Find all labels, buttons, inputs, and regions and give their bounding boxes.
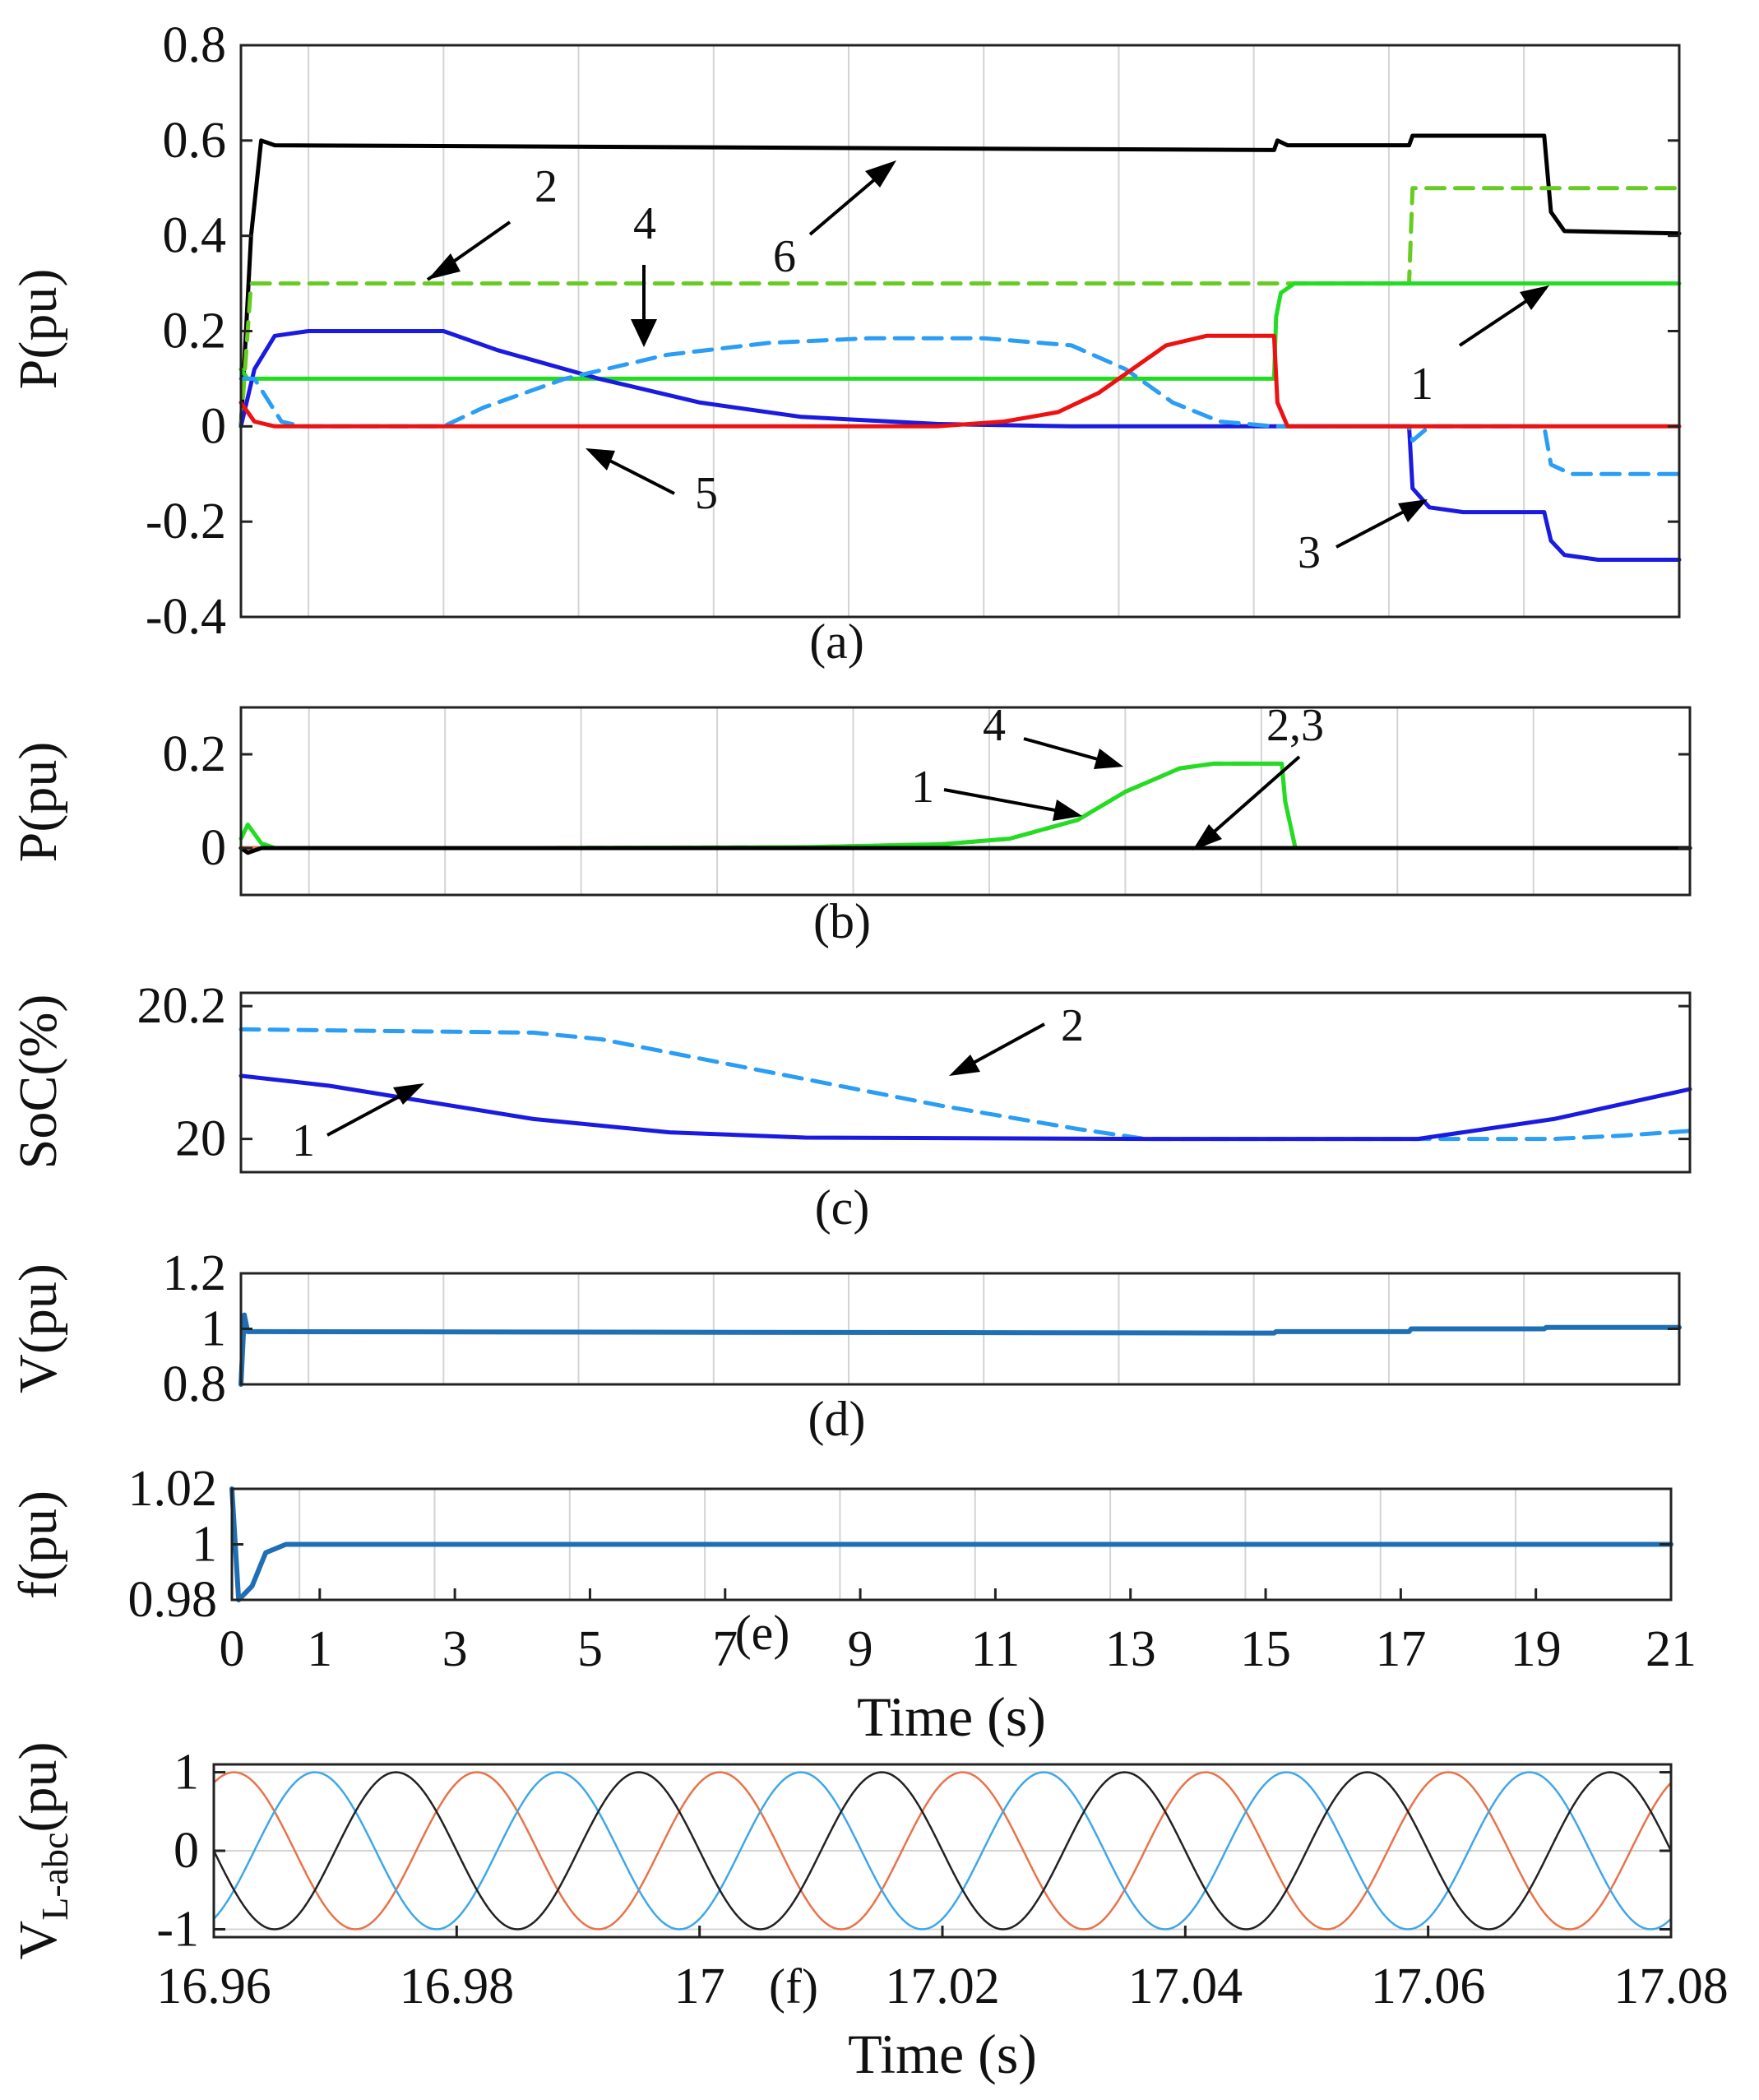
xtick-label-e-0: 0 xyxy=(220,1621,245,1677)
series-e-f xyxy=(229,1486,1673,1602)
ytick-label-f-1: 0 xyxy=(174,1823,199,1879)
annotations-a xyxy=(426,160,1549,549)
caption-c: (c) xyxy=(815,1180,870,1235)
ylabel-d: V(pu) xyxy=(8,1263,68,1393)
ytick-label-b-1: 0.2 xyxy=(163,726,227,782)
ytick-label-d-2: 1.2 xyxy=(163,1245,227,1301)
ylabel-e: f(pu) xyxy=(8,1490,68,1599)
xtick-label-e-1: 1 xyxy=(307,1621,332,1677)
ytick-label-c-1: 20.2 xyxy=(137,978,227,1034)
caption-f: (f) xyxy=(769,1959,818,2014)
ytick-label-a-6: 0.8 xyxy=(163,17,227,73)
ytick-label-d-0: 0.8 xyxy=(163,1356,227,1412)
series-a-6 xyxy=(238,133,1682,429)
axes-frame-c xyxy=(239,991,1692,1174)
series-a-4 xyxy=(238,336,1682,476)
grid-layer xyxy=(214,45,1671,1931)
ytick-label-a-0: -0.4 xyxy=(146,589,226,645)
xtick-label-e-9: 17 xyxy=(1375,1621,1426,1677)
series-a-5 xyxy=(238,333,1682,429)
ylabel-f: VL-abc(pu) xyxy=(8,1742,76,1960)
ytick-label-c-0: 20 xyxy=(175,1111,226,1167)
ylabel-subscript-f: L-abc xyxy=(34,1833,76,1921)
series-f-Vb xyxy=(212,1771,1673,1931)
caption-b: (b) xyxy=(813,894,871,948)
series-a-3 xyxy=(238,329,1682,562)
series-layer xyxy=(212,133,1692,1931)
ytick-label-b-0: 0 xyxy=(201,820,226,876)
xlabel-e: Time (s) xyxy=(857,1685,1046,1748)
caption-e: (e) xyxy=(735,1606,790,1660)
caption-d: (d) xyxy=(808,1392,866,1446)
xtick-label-f-4: 17.04 xyxy=(1128,1959,1243,2014)
caption-a: (a) xyxy=(809,614,864,669)
ytick-label-a-1: -0.2 xyxy=(146,494,226,549)
ytick-label-a-5: 0.6 xyxy=(163,113,227,169)
series-c-1 xyxy=(238,1073,1692,1142)
annotation-3: 3 xyxy=(1298,527,1321,578)
xtick-label-e-6: 11 xyxy=(971,1621,1021,1677)
annotation-2: 2 xyxy=(535,161,558,212)
ytick-label-a-2: 0 xyxy=(201,398,226,454)
series-c-2 xyxy=(238,1027,1692,1142)
xtick-label-e-2: 3 xyxy=(442,1621,468,1677)
ylabel-c: SoC(%) xyxy=(8,994,68,1170)
annotation-2: 2 xyxy=(1061,1000,1084,1051)
ylabel-unit-f: (pu) xyxy=(8,1742,68,1833)
annotation-labels-b: 4 1 2,3 xyxy=(911,700,1324,813)
axes-frame-b xyxy=(239,706,1692,897)
xtick-label-f-2: 17 xyxy=(674,1959,725,2014)
ylabel-b: P(pu) xyxy=(8,742,68,863)
xtick-label-e-5: 9 xyxy=(848,1621,873,1677)
xtick-label-e-7: 13 xyxy=(1105,1621,1156,1677)
xtick-label-f-0: 16.96 xyxy=(156,1959,271,2014)
xtick-label-e-3: 5 xyxy=(577,1621,603,1677)
xtick-label-f-6: 17.08 xyxy=(1613,1959,1729,2014)
xlabel-f: Time (s) xyxy=(848,2023,1037,2085)
annotation-4: 4 xyxy=(633,198,656,249)
xtick-label-e-8: 15 xyxy=(1240,1621,1291,1677)
ytick-label-f-2: 1 xyxy=(174,1745,199,1801)
ytick-label-e-1: 1 xyxy=(192,1517,217,1573)
ytick-label-e-0: 0.98 xyxy=(128,1572,218,1628)
annotation-labels-c: 2 1 xyxy=(292,1000,1084,1166)
series-d-V xyxy=(238,1312,1682,1387)
series-f-Va xyxy=(212,1771,1673,1931)
annotation-5: 5 xyxy=(695,468,718,519)
axes-frame-a xyxy=(239,44,1681,619)
ytick-label-d-1: 1 xyxy=(201,1301,226,1357)
series-b-orange xyxy=(238,761,1692,851)
series-b-2-3 xyxy=(238,846,1692,855)
annotation-1: 1 xyxy=(1410,359,1433,410)
series-f-Vc xyxy=(212,1771,1673,1931)
xtick-label-f-3: 17.02 xyxy=(885,1959,1000,2014)
ytick-label-a-4: 0.4 xyxy=(163,208,227,264)
xtick-label-e-10: 19 xyxy=(1511,1621,1562,1677)
ytick-label-f-0: -1 xyxy=(156,1901,199,1957)
xtick-label-f-5: 17.06 xyxy=(1371,1959,1486,2014)
xtick-label-f-1: 16.98 xyxy=(400,1959,515,2014)
ytick-label-e-2: 1.02 xyxy=(128,1461,218,1517)
xtick-label-e-4: 7 xyxy=(712,1621,738,1677)
annotations-c xyxy=(326,1022,1045,1137)
annotation-6: 6 xyxy=(773,231,796,282)
series-a-2 xyxy=(238,186,1682,429)
ytick-label-a-3: 0.2 xyxy=(163,304,227,359)
frame-layer xyxy=(212,44,1692,1939)
series-b-4 xyxy=(238,761,1692,851)
series-a-1 xyxy=(238,281,1682,381)
ylabel-a: P(pu) xyxy=(8,269,68,390)
xtick-label-e-11: 21 xyxy=(1646,1621,1697,1677)
annotation-4: 4 xyxy=(983,700,1006,751)
annotation-labels-a: 2 4 6 1 5 3 xyxy=(535,161,1433,578)
annotation-1: 1 xyxy=(292,1115,315,1166)
annotations-b xyxy=(943,737,1301,851)
text-layer: -0.4 -0.2 0 0.2 0.4 0.6 0.8 P(pu) (a) 0 0.2 P(pu) (b… xyxy=(8,17,1729,2085)
annotation-1: 1 xyxy=(911,762,934,813)
annotation-2-3: 2,3 xyxy=(1266,700,1324,751)
